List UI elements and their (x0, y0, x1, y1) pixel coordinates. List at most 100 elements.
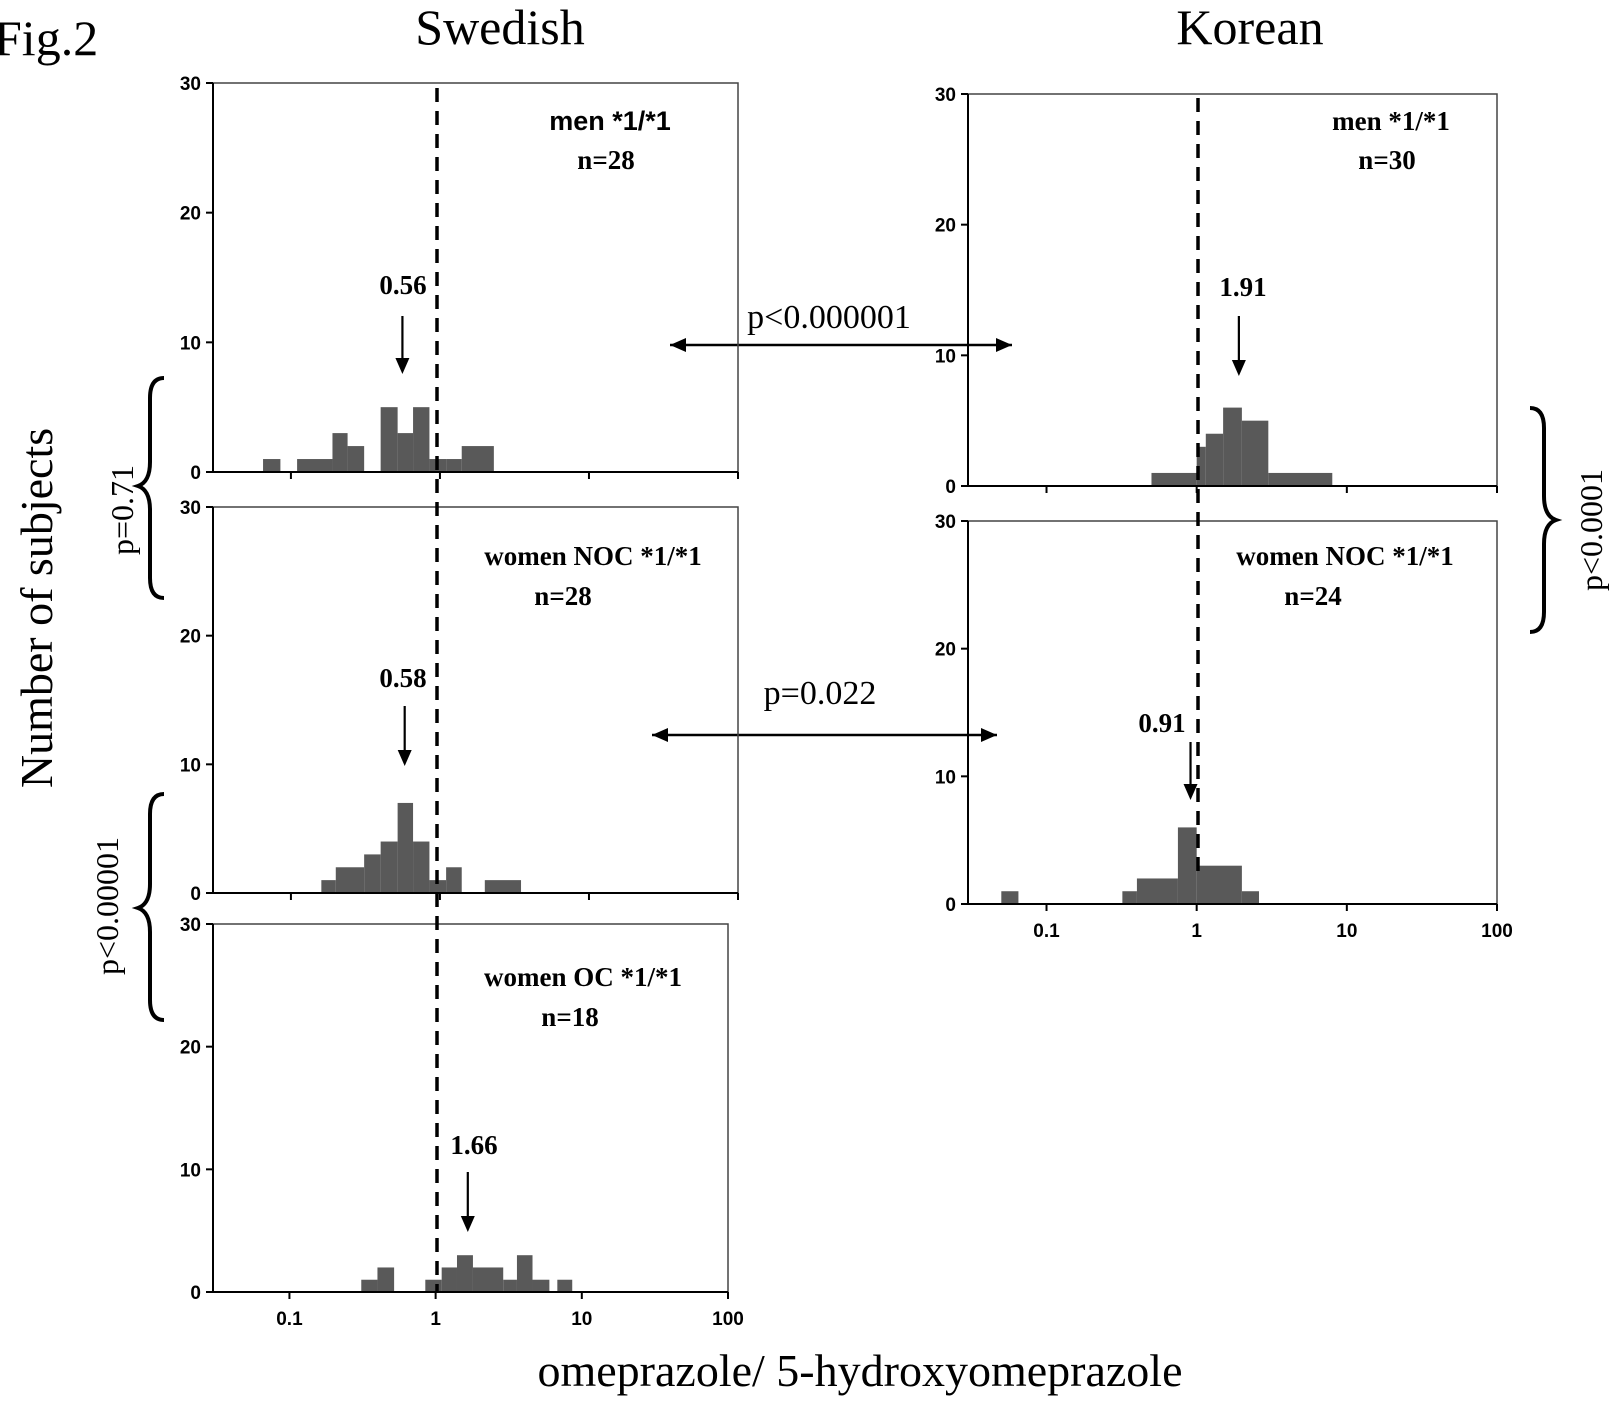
y-tick-label: 10 (180, 755, 201, 776)
histogram-bar (425, 1279, 442, 1292)
y-tick-label: 20 (180, 1038, 201, 1059)
comparison-women-noc: p=0.022 (652, 675, 997, 742)
plot-area: 0 10 20 30 0.1 1 10 100 (935, 512, 1513, 942)
y-tick-label: 0 (190, 463, 201, 484)
x-tick-label: 10 (571, 1309, 592, 1330)
brace-korean-men-vs-noc: p<0.0001 (1529, 406, 1609, 634)
y-tick-label: 30 (935, 85, 956, 106)
comparison-men: p<0.000001 (670, 299, 1012, 352)
p-value-women-noc: p=0.022 (764, 675, 877, 712)
histogram-bar (364, 854, 381, 893)
column-title-swedish: Swedish (415, 0, 584, 55)
panel-swedish-women-oc: 0 10 20 30 0.1 1 10 100 women OC *1/*1 n=18 1.6… (180, 915, 744, 1330)
p-value-swedish-noc-vs-oc: p<0.00001 (89, 837, 125, 975)
histogram-bar (1241, 420, 1269, 486)
x-tick-label: 1 (1191, 921, 1202, 942)
histogram-bar (1177, 827, 1197, 904)
y-axis-label: Number of subjects (11, 428, 62, 788)
histogram-bar (380, 407, 398, 472)
y-tick-label: 0 (190, 884, 201, 905)
x-tick-label: 100 (712, 1309, 744, 1330)
plot-frame (967, 520, 1498, 905)
histogram-bar (516, 1255, 533, 1292)
median-label: 0.58 (379, 663, 426, 693)
y-tick-label: 20 (935, 216, 956, 237)
histogram-bar (429, 880, 447, 893)
panel-swedish-men: 0 10 20 30 men *1/*1 n=28 0.56 (180, 74, 739, 484)
histogram-bar (484, 880, 522, 893)
y-tick-label: 30 (180, 915, 201, 936)
y-tick-label: 30 (935, 512, 956, 533)
median-label: 0.56 (379, 270, 426, 300)
histogram-bar (380, 841, 398, 893)
y-tick-label: 20 (180, 204, 201, 225)
panel-n-label: n=18 (541, 1002, 598, 1032)
panel-n-label: n=30 (1358, 145, 1415, 175)
panel-n-label: n=28 (577, 145, 634, 175)
panel-n-label: n=28 (534, 581, 591, 611)
histogram-bar (413, 841, 430, 893)
histogram-bar (1268, 472, 1333, 486)
p-value-korean-men-vs-noc: p<0.0001 (1573, 469, 1609, 591)
histogram-bar (1196, 446, 1206, 486)
histogram-bar (1151, 472, 1197, 486)
panel-swedish-women-noc: 0 10 20 30 women NOC *1/*1 n=28 0.58 (180, 498, 739, 905)
histogram-bar (1205, 433, 1224, 486)
histogram-bar (397, 802, 414, 893)
panel-title: men *1/*1 (1332, 106, 1450, 136)
histogram-bar (1136, 878, 1178, 904)
y-tick-label: 20 (180, 627, 201, 648)
x-tick-label: 0.1 (1033, 921, 1060, 942)
histogram-bar (1001, 891, 1019, 904)
y-tick-label: 0 (945, 895, 956, 916)
figure-label: Fig.2 (0, 10, 98, 66)
plot-area: 0 10 20 30 (935, 85, 1498, 498)
y-tick-label: 30 (180, 74, 201, 95)
y-tick-label: 0 (190, 1283, 201, 1304)
histogram-bar (397, 433, 414, 472)
y-tick-label: 30 (180, 498, 201, 519)
histogram-bar (335, 867, 365, 893)
y-tick-label: 20 (935, 640, 956, 661)
median-arrow-head (397, 750, 412, 766)
p-value-men: p<0.000001 (747, 299, 911, 336)
histogram-bar (332, 433, 348, 472)
median-label: 0.91 (1138, 708, 1185, 738)
histogram-bar (361, 1279, 378, 1292)
x-tick-label: 0.1 (276, 1309, 303, 1330)
histogram-bar (446, 459, 462, 472)
histogram-bar (503, 1279, 517, 1292)
x-tick-label: 1 (430, 1309, 441, 1330)
p-value-swedish-men-vs-noc: p=0.71 (104, 465, 140, 555)
histogram-bar (1122, 891, 1137, 904)
median-label: 1.66 (450, 1130, 497, 1160)
panel-title: women OC *1/*1 (484, 962, 682, 992)
histogram-bar (446, 867, 462, 893)
x-tick-label: 100 (1481, 921, 1513, 942)
plot-area: 0 10 20 30 (180, 74, 739, 484)
median-arrow-head (460, 1216, 475, 1232)
histogram-bar (1196, 865, 1242, 904)
brace-swedish-men-vs-noc: p=0.71 (104, 376, 165, 600)
median-label: 1.91 (1219, 272, 1266, 302)
histogram-bar (347, 446, 365, 472)
x-axis-label: omeprazole/ 5-hydroxyomeprazole (537, 1345, 1182, 1396)
panel-title: women NOC *1/*1 (1236, 541, 1454, 571)
histogram-bar (472, 1267, 504, 1292)
panel-n-label: n=24 (1284, 581, 1341, 611)
plot-frame (212, 82, 739, 473)
histogram-bar (1223, 407, 1242, 486)
median-arrow-head (395, 358, 410, 374)
histogram-bar (263, 459, 281, 472)
histogram-bar (532, 1279, 550, 1292)
histogram-bar (1241, 891, 1259, 904)
panel-korean-women-noc: 0 10 20 30 0.1 1 10 100 women NOC *1/*1 n=24 0.… (935, 512, 1513, 942)
histogram-bar (557, 1279, 573, 1292)
brace-swedish-noc-vs-oc: p<0.00001 (89, 792, 165, 1022)
histogram-bar (321, 880, 336, 893)
histogram-bar (461, 446, 494, 472)
column-title-korean: Korean (1176, 0, 1323, 55)
plot-area: 0 10 20 30 (180, 498, 739, 905)
y-tick-label: 10 (935, 346, 956, 367)
